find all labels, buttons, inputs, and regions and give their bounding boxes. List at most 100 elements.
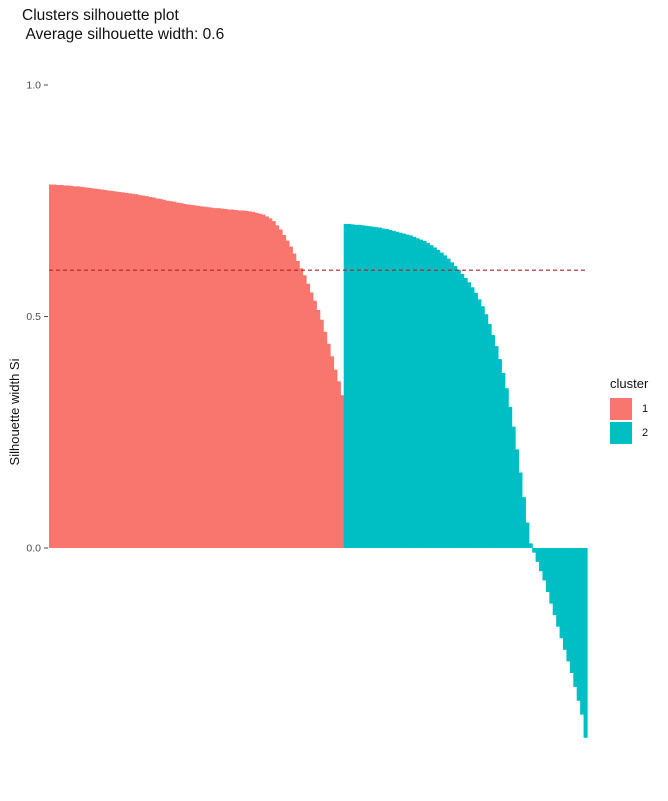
silhouette-bar-cluster-2	[463, 278, 468, 548]
silhouette-bar-cluster-1	[319, 319, 324, 548]
silhouette-bar-cluster-2	[559, 548, 564, 639]
silhouette-bar-cluster-2	[563, 548, 568, 650]
silhouette-bar-cluster-1	[96, 189, 101, 548]
silhouette-bar-cluster-2	[456, 269, 461, 548]
silhouette-bar-cluster-2	[436, 249, 441, 548]
y-axis: 0.0 0.5 1.0	[26, 80, 48, 555]
silhouette-bar-cluster-1	[210, 207, 215, 548]
silhouette-bar-cluster-2	[443, 255, 448, 548]
silhouette-bar-cluster-2	[525, 522, 530, 548]
silhouette-bar-cluster-1	[86, 187, 91, 549]
silhouette-bar-cluster-2	[391, 230, 396, 548]
silhouette-bar-cluster-2	[415, 238, 420, 548]
silhouette-bar-cluster-1	[282, 235, 287, 548]
silhouette-bar-cluster-1	[264, 216, 269, 549]
silhouette-bar-cluster-2	[528, 543, 533, 548]
silhouette-bar-cluster-2	[473, 292, 478, 548]
silhouette-bar-cluster-1	[292, 253, 297, 548]
silhouette-bar-cluster-2	[364, 225, 369, 548]
silhouette-bar-cluster-1	[227, 209, 232, 549]
legend-item-cluster-2: 2	[610, 421, 648, 445]
silhouette-bar-cluster-1	[59, 185, 64, 548]
silhouette-bar-cluster-1	[244, 210, 249, 548]
silhouette-bar-cluster-2	[357, 224, 362, 548]
legend-item-cluster-1: 1	[610, 397, 648, 421]
chart-title: Clusters silhouette plot	[22, 7, 179, 24]
silhouette-bar-cluster-2	[494, 346, 499, 548]
silhouette-bar-cluster-2	[515, 449, 520, 548]
silhouette-bar-cluster-2	[532, 548, 537, 553]
silhouette-bar-cluster-2	[580, 548, 585, 715]
silhouette-bar-cluster-1	[182, 203, 187, 549]
silhouette-bar-cluster-2	[419, 239, 424, 548]
silhouette-bar-cluster-2	[535, 548, 540, 562]
silhouette-bar-cluster-1	[93, 188, 98, 548]
silhouette-bar-cluster-2	[384, 228, 389, 549]
title-block: Clusters silhouette plot Average silhoue…	[22, 6, 224, 44]
y-tick-label: 0.0	[26, 543, 41, 555]
silhouette-bar-cluster-2	[569, 548, 574, 674]
silhouette-bar-cluster-2	[539, 548, 544, 572]
silhouette-bar-cluster-1	[230, 209, 235, 549]
silhouette-bar-cluster-2	[422, 241, 427, 548]
silhouette-bar-cluster-1	[323, 331, 328, 548]
silhouette-bar-cluster-2	[521, 497, 526, 548]
silhouette-bar-cluster-1	[138, 195, 143, 548]
legend-label-cluster-2: 2	[642, 427, 649, 439]
silhouette-bar-cluster-1	[326, 343, 331, 548]
silhouette-bar-cluster-1	[114, 191, 119, 549]
silhouette-bar-cluster-2	[477, 299, 482, 548]
silhouette-bar-cluster-1	[258, 213, 263, 548]
silhouette-bar-cluster-2	[367, 226, 372, 548]
silhouette-bar-cluster-2	[484, 314, 489, 548]
silhouette-bar-cluster-1	[196, 205, 201, 548]
silhouette-bar-cluster-1	[120, 192, 125, 549]
silhouette-bar-cluster-1	[90, 188, 95, 548]
silhouette-bar-cluster-1	[165, 200, 170, 548]
y-axis-label: Silhouette width Si	[7, 358, 22, 465]
silhouette-bar-cluster-1	[268, 218, 273, 548]
silhouette-bar-cluster-2	[371, 226, 376, 548]
silhouette-bar-cluster-1	[141, 195, 146, 548]
silhouette-bar-cluster-2	[347, 223, 352, 548]
legend: cluster 1 2	[610, 376, 648, 445]
silhouette-bar-cluster-2	[480, 306, 485, 548]
silhouette-bar-cluster-2	[497, 359, 502, 548]
silhouette-bar-cluster-2	[549, 548, 554, 604]
silhouette-bar-cluster-2	[487, 323, 492, 548]
silhouette-bar-cluster-1	[216, 208, 221, 548]
silhouette-bar-cluster-1	[49, 184, 54, 549]
silhouette-bar-cluster-2	[583, 548, 588, 738]
silhouette-bar-cluster-1	[275, 225, 280, 549]
silhouette-bar-cluster-2	[576, 548, 581, 701]
silhouette-bar-cluster-1	[295, 260, 300, 548]
silhouette-bar-cluster-1	[254, 212, 259, 549]
silhouette-bar-cluster-2	[573, 548, 578, 687]
silhouette-bar-cluster-2	[353, 224, 359, 548]
silhouette-bar-cluster-1	[162, 199, 167, 548]
silhouette-bar-cluster-2	[395, 231, 400, 548]
silhouette-bar-cluster-2	[425, 242, 430, 548]
silhouette-bar-cluster-2	[398, 232, 403, 548]
silhouette-bar-cluster-2	[501, 372, 506, 548]
silhouette-bar-cluster-2	[412, 236, 417, 549]
silhouette-bar-cluster-1	[312, 300, 317, 548]
silhouette-bar-cluster-2	[449, 262, 454, 548]
silhouette-bar-cluster-1	[55, 185, 60, 548]
silhouette-bar-cluster-2	[432, 247, 437, 548]
silhouette-bar-cluster-1	[309, 292, 314, 548]
legend-title: cluster	[610, 376, 649, 391]
silhouette-bar-cluster-1	[336, 381, 341, 548]
silhouette-bar-cluster-1	[179, 203, 184, 548]
silhouette-bar-cluster-1	[144, 196, 149, 548]
silhouette-bar-cluster-1	[186, 204, 191, 548]
silhouette-bar-cluster-2	[401, 233, 406, 548]
legend-swatch-cluster-2	[610, 422, 632, 444]
silhouette-bar-cluster-2	[542, 548, 547, 581]
silhouette-bar-cluster-2	[453, 266, 458, 548]
silhouette-bar-cluster-1	[79, 186, 84, 549]
silhouette-bar-cluster-2	[343, 223, 348, 548]
silhouette-bar-cluster-1	[134, 194, 139, 548]
silhouette-bar-cluster-1	[168, 201, 173, 548]
